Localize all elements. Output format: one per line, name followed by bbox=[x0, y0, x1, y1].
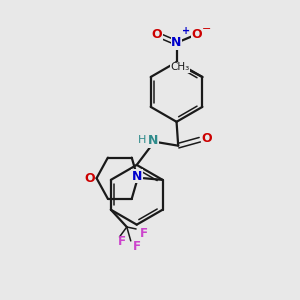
Text: O: O bbox=[202, 132, 212, 145]
Text: CH₃: CH₃ bbox=[170, 62, 190, 72]
Text: O: O bbox=[191, 28, 202, 41]
Text: O: O bbox=[84, 172, 94, 185]
Text: H: H bbox=[138, 135, 146, 146]
Text: −: − bbox=[202, 24, 212, 34]
Text: N: N bbox=[148, 134, 158, 147]
Text: N: N bbox=[132, 170, 142, 183]
Text: F: F bbox=[140, 227, 147, 240]
Text: +: + bbox=[182, 26, 190, 35]
Text: F: F bbox=[118, 235, 125, 248]
Text: N: N bbox=[171, 36, 182, 49]
Text: F: F bbox=[133, 240, 141, 254]
Text: O: O bbox=[151, 28, 162, 41]
